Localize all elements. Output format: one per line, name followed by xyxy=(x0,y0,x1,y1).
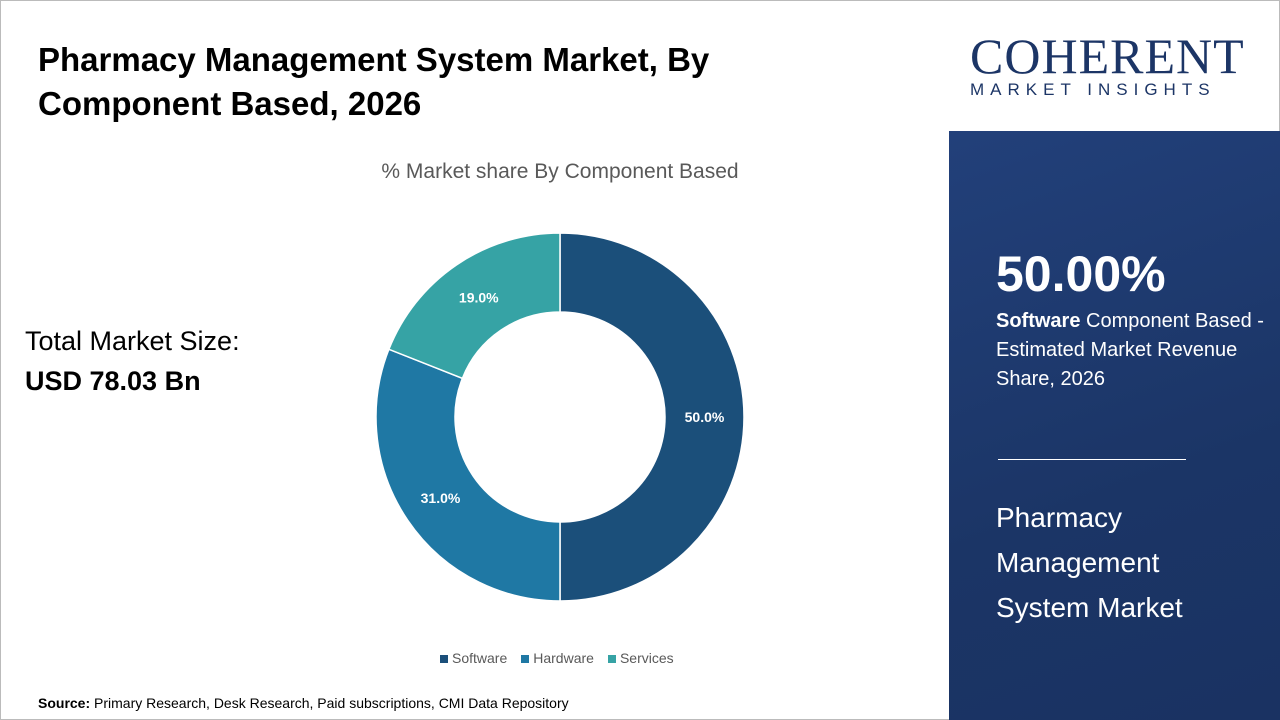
highlight-panel xyxy=(949,131,1280,720)
highlight-percent: 50.00% xyxy=(996,246,1166,302)
logo: COHERENT MARKET INSIGHTS xyxy=(970,30,1260,100)
slice-software xyxy=(559,232,745,602)
logo-wordmark: COHERENT xyxy=(970,28,1245,84)
total-market-value: USD 78.03 Bn xyxy=(25,366,201,396)
legend-item-services: Services xyxy=(607,650,674,666)
legend-label: Hardware xyxy=(533,650,594,666)
logo-tagline: MARKET INSIGHTS xyxy=(970,80,1216,99)
total-market-label: Total Market Size: xyxy=(25,326,240,356)
slice-services xyxy=(387,232,561,380)
slice-hardware xyxy=(375,348,561,602)
legend-item-software: Software xyxy=(440,650,507,666)
chart-legend: Software Hardware Services xyxy=(440,650,674,666)
legend-label: Software xyxy=(452,650,508,666)
legend-swatch xyxy=(521,655,530,663)
highlight-desc-text: Component Based - Estimated Market Reven… xyxy=(996,310,1264,390)
legend-swatch xyxy=(440,655,448,663)
divider xyxy=(998,459,1186,460)
source-text: Primary Research, Desk Research, Paid su… xyxy=(90,695,569,711)
legend-swatch xyxy=(607,655,616,663)
legend-item-hardware: Hardware xyxy=(521,650,594,666)
data-label-software: 50.0% xyxy=(685,409,725,425)
source-label: Source: xyxy=(38,695,91,711)
donut-chart: 50.0% 31.0% 19.0% xyxy=(375,232,745,602)
highlight-description: Software Component Based - Estimated Mar… xyxy=(996,307,1266,394)
highlight-segment: Software xyxy=(996,310,1081,332)
legend-label: Services xyxy=(619,650,674,666)
data-label-hardware: 31.0% xyxy=(421,490,461,506)
chart-title: % Market share By Component Based xyxy=(381,160,739,183)
data-label-services: 19.0% xyxy=(459,289,499,305)
source-note: Source: Primary Research, Desk Research,… xyxy=(38,695,569,711)
page-title: Pharmacy Management System Market, By Co… xyxy=(38,41,710,122)
market-name: Pharmacy Management System Market xyxy=(996,502,1183,623)
